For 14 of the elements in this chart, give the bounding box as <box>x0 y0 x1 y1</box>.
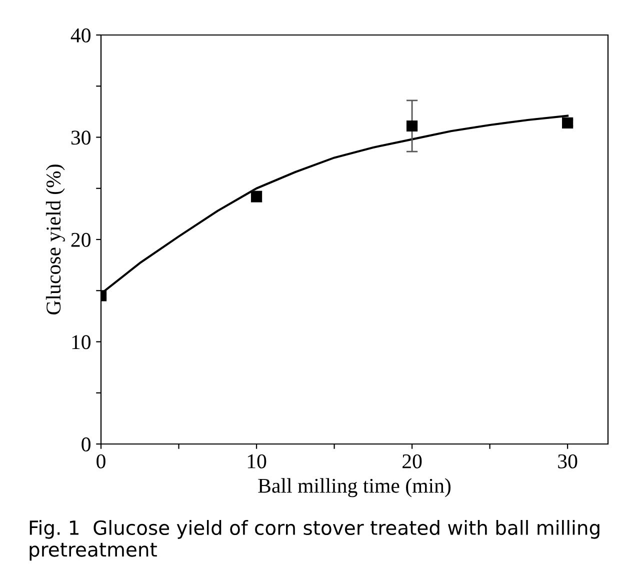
x-tick-label: 30 <box>558 454 578 468</box>
y-tick-label: 40 <box>70 28 90 42</box>
y-tick-label: 10 <box>72 335 90 350</box>
y-tick-label: 0 <box>82 437 90 452</box>
x-tick-label: 10 <box>248 454 266 468</box>
x-tick-label: 0 <box>96 454 106 468</box>
y-axis-title: Glucose yield (%) <box>46 164 65 314</box>
y-tick-label: 30 <box>71 130 90 145</box>
point <box>406 120 418 132</box>
x-tick-label: 20 <box>402 454 422 468</box>
x-axis-title: Ball milling time (min) <box>258 478 451 498</box>
caption: Fig. 1 Glucose yield of corn stover treated with ball milling pretreatment <box>30 520 600 561</box>
y-tick-label: 20 <box>71 232 90 247</box>
point <box>562 117 574 128</box>
